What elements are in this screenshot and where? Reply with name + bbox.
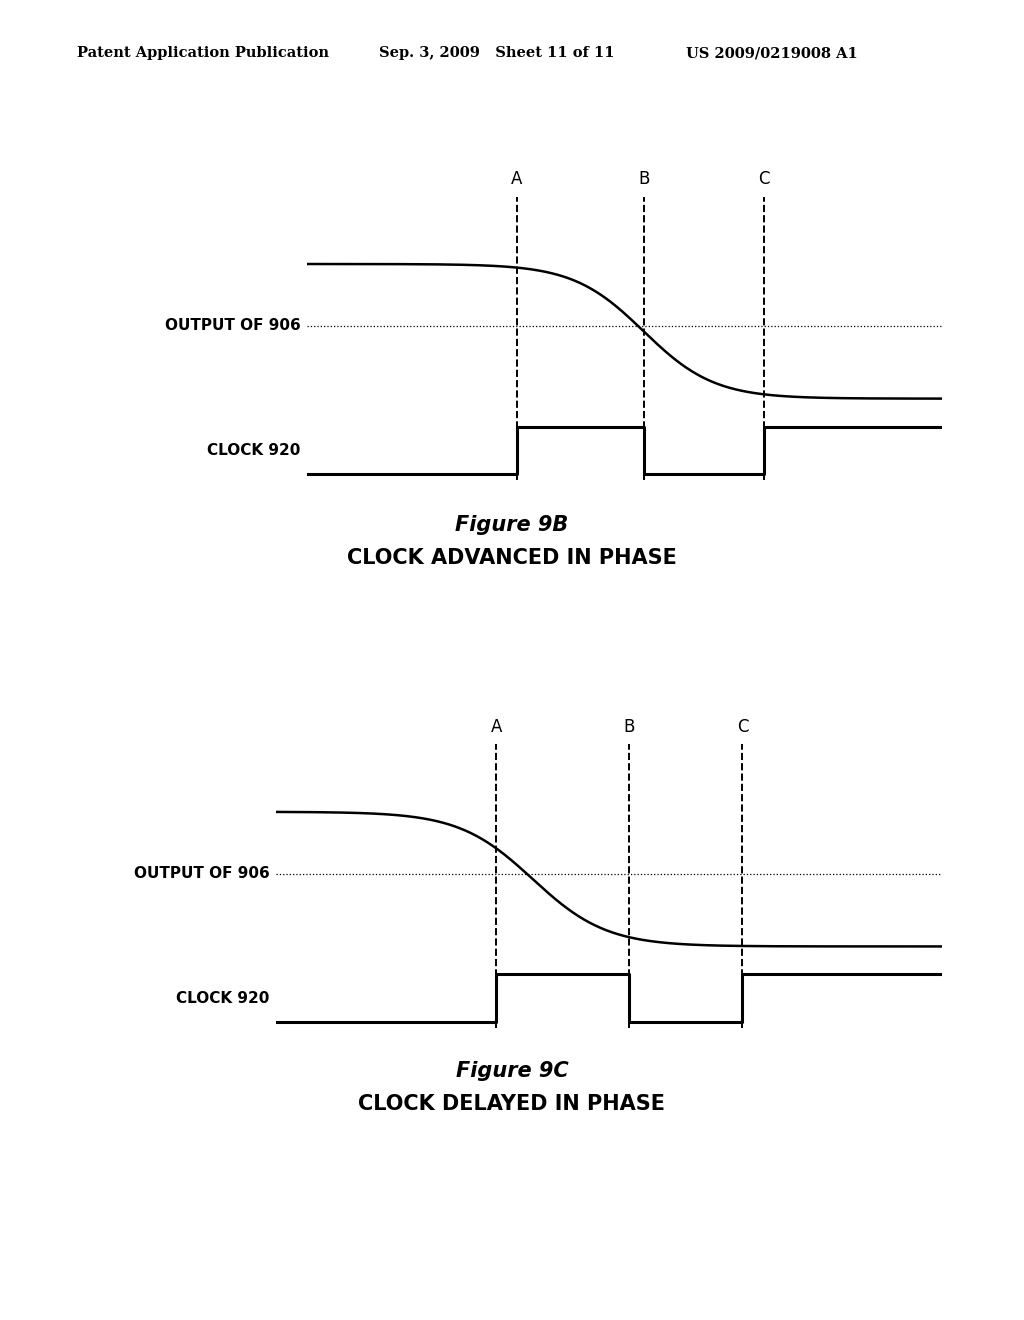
Text: OUTPUT OF 906: OUTPUT OF 906 (165, 318, 301, 333)
Text: CLOCK ADVANCED IN PHASE: CLOCK ADVANCED IN PHASE (347, 548, 677, 568)
Text: US 2009/0219008 A1: US 2009/0219008 A1 (686, 46, 858, 61)
Text: A: A (490, 718, 502, 737)
Text: A: A (511, 170, 522, 189)
Text: Sep. 3, 2009   Sheet 11 of 11: Sep. 3, 2009 Sheet 11 of 11 (379, 46, 614, 61)
Text: Figure 9C: Figure 9C (456, 1061, 568, 1081)
Text: C: C (736, 718, 749, 737)
Text: OUTPUT OF 906: OUTPUT OF 906 (134, 866, 270, 880)
Text: C: C (759, 170, 770, 189)
Text: B: B (624, 718, 635, 737)
Text: CLOCK DELAYED IN PHASE: CLOCK DELAYED IN PHASE (358, 1094, 666, 1114)
Text: Patent Application Publication: Patent Application Publication (77, 46, 329, 61)
Text: CLOCK 920: CLOCK 920 (176, 991, 270, 1006)
Text: CLOCK 920: CLOCK 920 (208, 444, 301, 458)
Text: Figure 9B: Figure 9B (456, 515, 568, 535)
Text: B: B (638, 170, 649, 189)
